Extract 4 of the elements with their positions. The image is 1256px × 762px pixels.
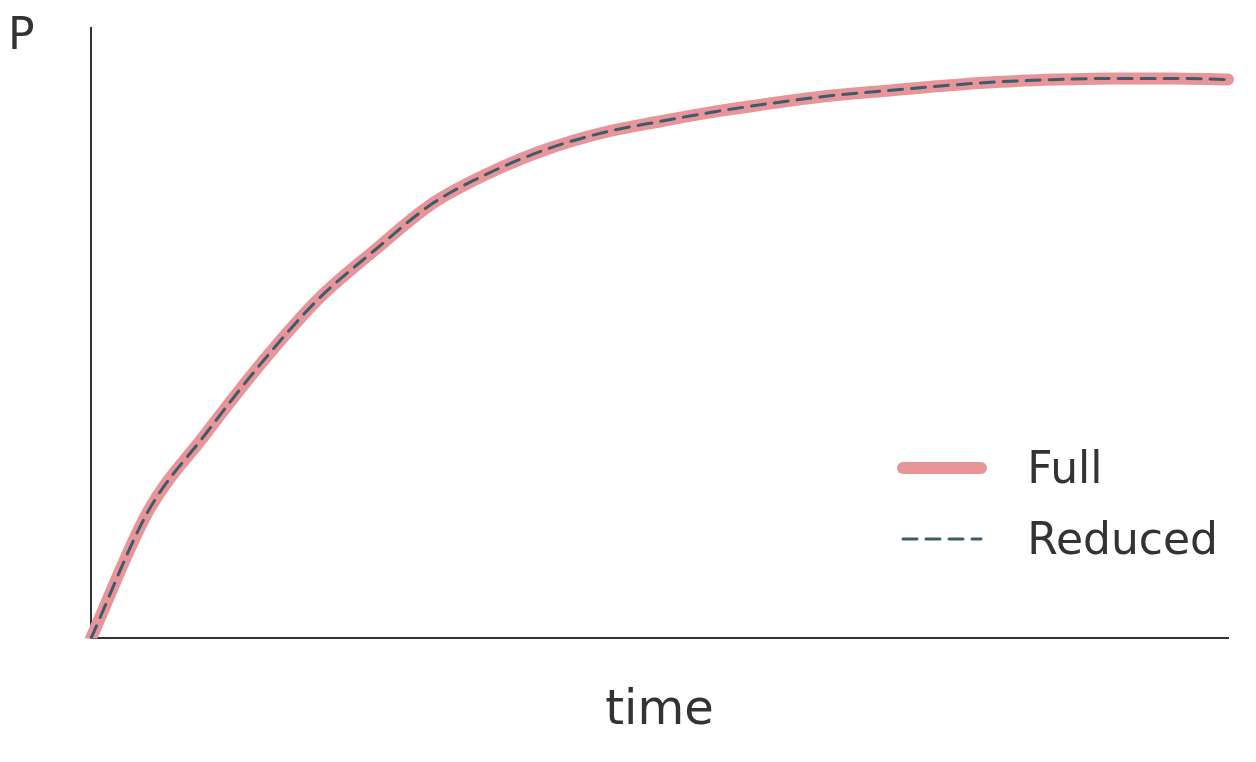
- x-axis-title: time: [605, 678, 714, 735]
- legend-label: Reduced: [1027, 513, 1218, 564]
- legend-label: Full: [1027, 442, 1103, 493]
- y-axis-title: P: [8, 8, 35, 59]
